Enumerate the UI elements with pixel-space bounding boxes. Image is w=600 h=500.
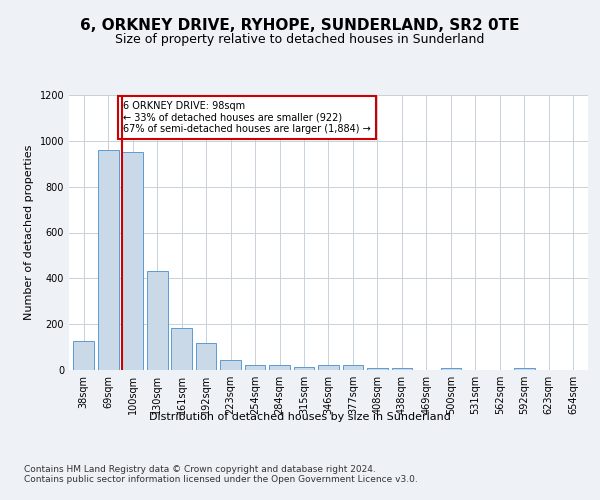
Bar bbox=[440, 368, 461, 370]
Bar bbox=[392, 368, 412, 370]
Bar bbox=[343, 366, 364, 370]
Bar bbox=[514, 368, 535, 370]
Text: 6, ORKNEY DRIVE, RYHOPE, SUNDERLAND, SR2 0TE: 6, ORKNEY DRIVE, RYHOPE, SUNDERLAND, SR2… bbox=[80, 18, 520, 32]
Bar bbox=[269, 366, 290, 370]
Bar bbox=[293, 366, 314, 370]
Bar bbox=[367, 368, 388, 370]
Bar bbox=[318, 366, 339, 370]
Bar bbox=[98, 150, 119, 370]
Bar bbox=[220, 360, 241, 370]
Bar bbox=[73, 342, 94, 370]
Text: 6 ORKNEY DRIVE: 98sqm
← 33% of detached houses are smaller (922)
67% of semi-det: 6 ORKNEY DRIVE: 98sqm ← 33% of detached … bbox=[124, 100, 371, 134]
Text: Contains HM Land Registry data © Crown copyright and database right 2024.
Contai: Contains HM Land Registry data © Crown c… bbox=[24, 465, 418, 484]
Bar bbox=[147, 272, 167, 370]
Bar bbox=[245, 366, 265, 370]
Bar bbox=[122, 152, 143, 370]
Text: Distribution of detached houses by size in Sunderland: Distribution of detached houses by size … bbox=[149, 412, 451, 422]
Bar bbox=[171, 328, 192, 370]
Text: Size of property relative to detached houses in Sunderland: Size of property relative to detached ho… bbox=[115, 32, 485, 46]
Bar bbox=[196, 342, 217, 370]
Y-axis label: Number of detached properties: Number of detached properties bbox=[24, 145, 34, 320]
